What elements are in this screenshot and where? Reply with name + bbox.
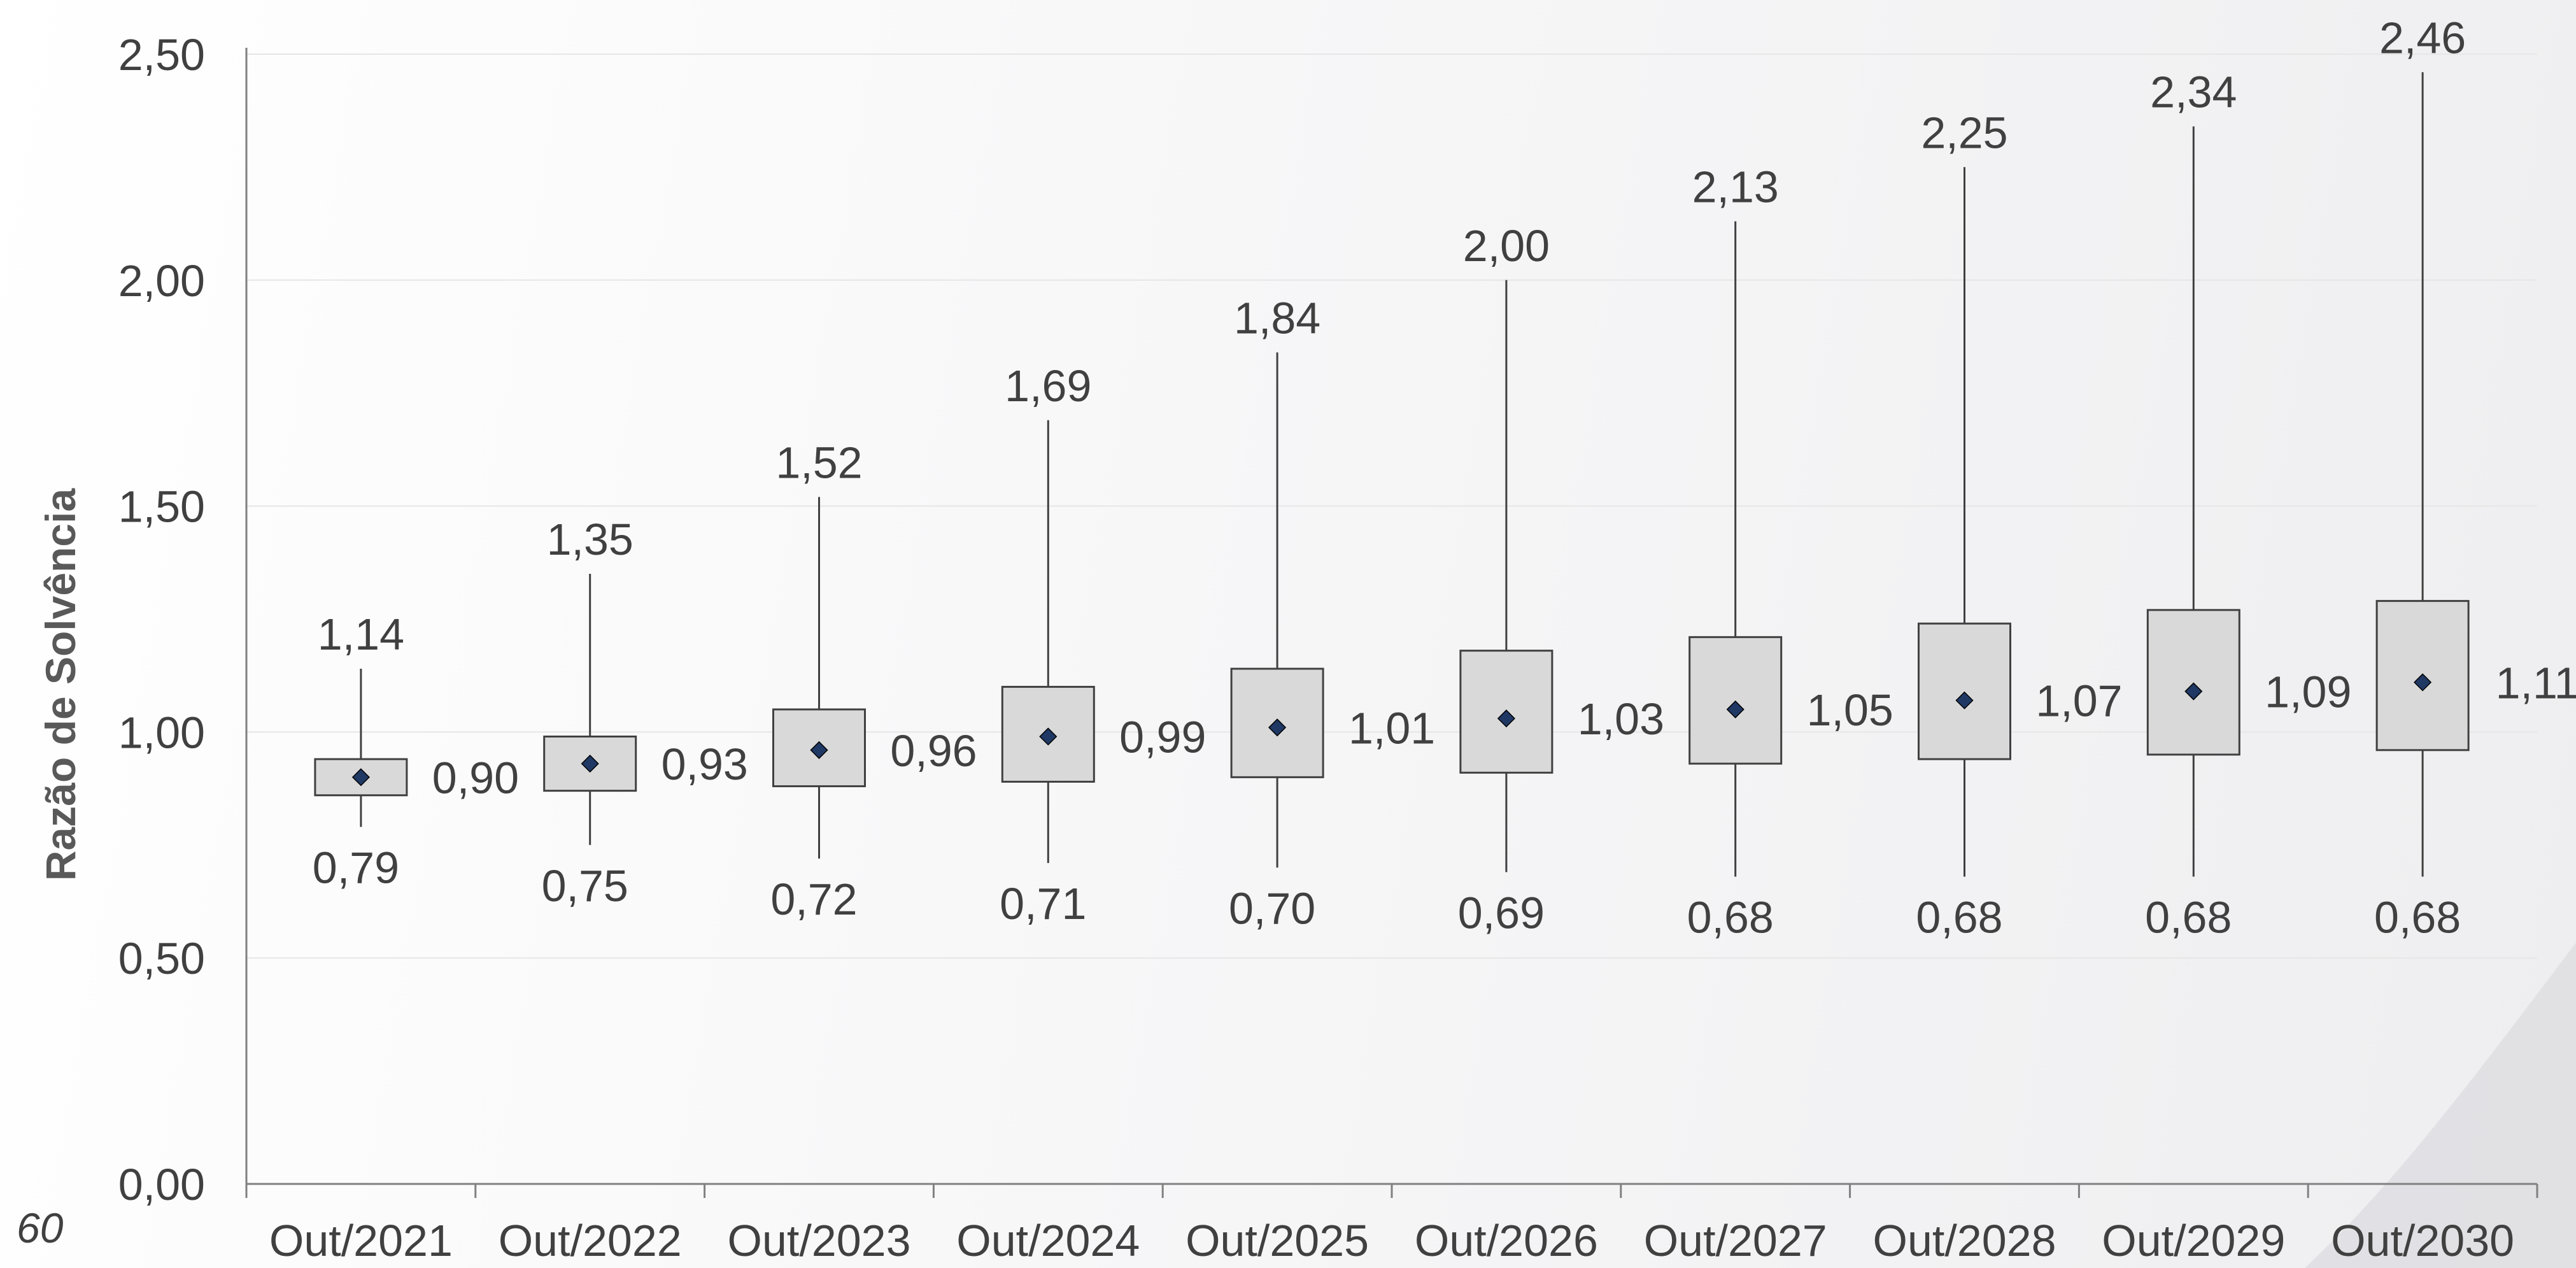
median-value-label: 1,03 bbox=[1578, 694, 1664, 744]
min-value-label: 0,75 bbox=[542, 861, 628, 911]
max-value-label: 1,35 bbox=[547, 515, 633, 564]
axes: 0,00 0,50 1,00 1,50 2,00 2,50 Out/2021 Out/2022… bbox=[118, 30, 2538, 1265]
x-tick-label: Out/2021 bbox=[269, 1216, 453, 1265]
max-value-label: 2,34 bbox=[2150, 68, 2237, 117]
median-marker bbox=[1955, 691, 1974, 709]
median-marker bbox=[1268, 718, 1287, 737]
max-value-label: 1,14 bbox=[318, 609, 404, 659]
median-marker bbox=[2184, 682, 2203, 701]
y-tick-label: 2,00 bbox=[118, 256, 205, 306]
median-marker bbox=[1039, 727, 1058, 746]
max-value-label: 2,13 bbox=[1692, 162, 1779, 212]
min-value-label: 0,68 bbox=[1687, 892, 1774, 942]
median-marker bbox=[810, 741, 828, 759]
box-iqr bbox=[1918, 622, 2011, 760]
x-tick-label: Out/2029 bbox=[2102, 1216, 2285, 1265]
min-value-label: 0,79 bbox=[313, 843, 399, 892]
median-value-label: 0,90 bbox=[432, 753, 519, 802]
min-value-label: 0,70 bbox=[1229, 883, 1315, 933]
x-tick-label: Out/2023 bbox=[728, 1216, 911, 1265]
min-value-label: 0,69 bbox=[1458, 888, 1545, 937]
x-tick-label: Out/2030 bbox=[2331, 1216, 2514, 1265]
x-tick-label: Out/2028 bbox=[1873, 1216, 2056, 1265]
min-value-label: 0,68 bbox=[2374, 892, 2461, 942]
median-marker bbox=[351, 768, 370, 787]
y-tick-label: 1,50 bbox=[118, 482, 205, 532]
y-tick-label: 0,50 bbox=[118, 934, 205, 983]
x-tick-label: Out/2026 bbox=[1415, 1216, 1598, 1265]
median-marker bbox=[1726, 700, 1744, 718]
y-tick-label: 1,00 bbox=[118, 708, 205, 757]
median-value-label: 1,11 bbox=[2496, 658, 2576, 708]
max-value-label: 2,25 bbox=[1921, 108, 2007, 157]
median-value-label: 0,93 bbox=[662, 739, 748, 789]
median-value-label: 0,99 bbox=[1119, 712, 1206, 762]
x-tick-label: Out/2025 bbox=[1185, 1216, 1369, 1265]
min-value-label: 0,68 bbox=[1916, 892, 2002, 942]
median-value-label: 1,07 bbox=[2035, 676, 2122, 726]
min-value-label: 0,72 bbox=[770, 874, 857, 924]
min-value-label: 0,71 bbox=[1000, 879, 1086, 929]
x-tick-label: Out/2027 bbox=[1644, 1216, 1827, 1265]
background-curve bbox=[2305, 943, 2576, 1268]
median-marker bbox=[581, 755, 599, 773]
x-tick-label: Out/2024 bbox=[956, 1216, 1140, 1265]
page-number: 60 bbox=[17, 1204, 64, 1251]
median-marker bbox=[2414, 673, 2432, 692]
y-tick-label: 2,50 bbox=[118, 30, 205, 80]
box-iqr bbox=[1688, 636, 1783, 765]
max-value-label: 1,52 bbox=[775, 438, 862, 487]
box-series: 1,14 0,79 0,90 1,35 0,75 0,93 1,52 0,72 0,96 1,69… bbox=[313, 13, 2576, 942]
median-value-label: 1,01 bbox=[1348, 703, 1435, 753]
box-iqr bbox=[2146, 609, 2240, 756]
max-value-label: 1,84 bbox=[1234, 293, 1320, 343]
median-value-label: 1,05 bbox=[1807, 685, 1893, 735]
max-value-label: 1,69 bbox=[1005, 361, 1091, 411]
max-value-label: 2,46 bbox=[2379, 13, 2466, 62]
x-tick-label: Out/2022 bbox=[499, 1216, 682, 1265]
median-marker bbox=[1497, 709, 1515, 728]
y-tick-label: 0,00 bbox=[118, 1160, 205, 1209]
median-value-label: 1,09 bbox=[2265, 667, 2351, 717]
y-axis-title: Razão de Solvência bbox=[37, 488, 84, 881]
median-value-label: 0,96 bbox=[890, 726, 977, 776]
max-value-label: 2,00 bbox=[1463, 221, 1550, 271]
min-value-label: 0,68 bbox=[2145, 892, 2232, 942]
